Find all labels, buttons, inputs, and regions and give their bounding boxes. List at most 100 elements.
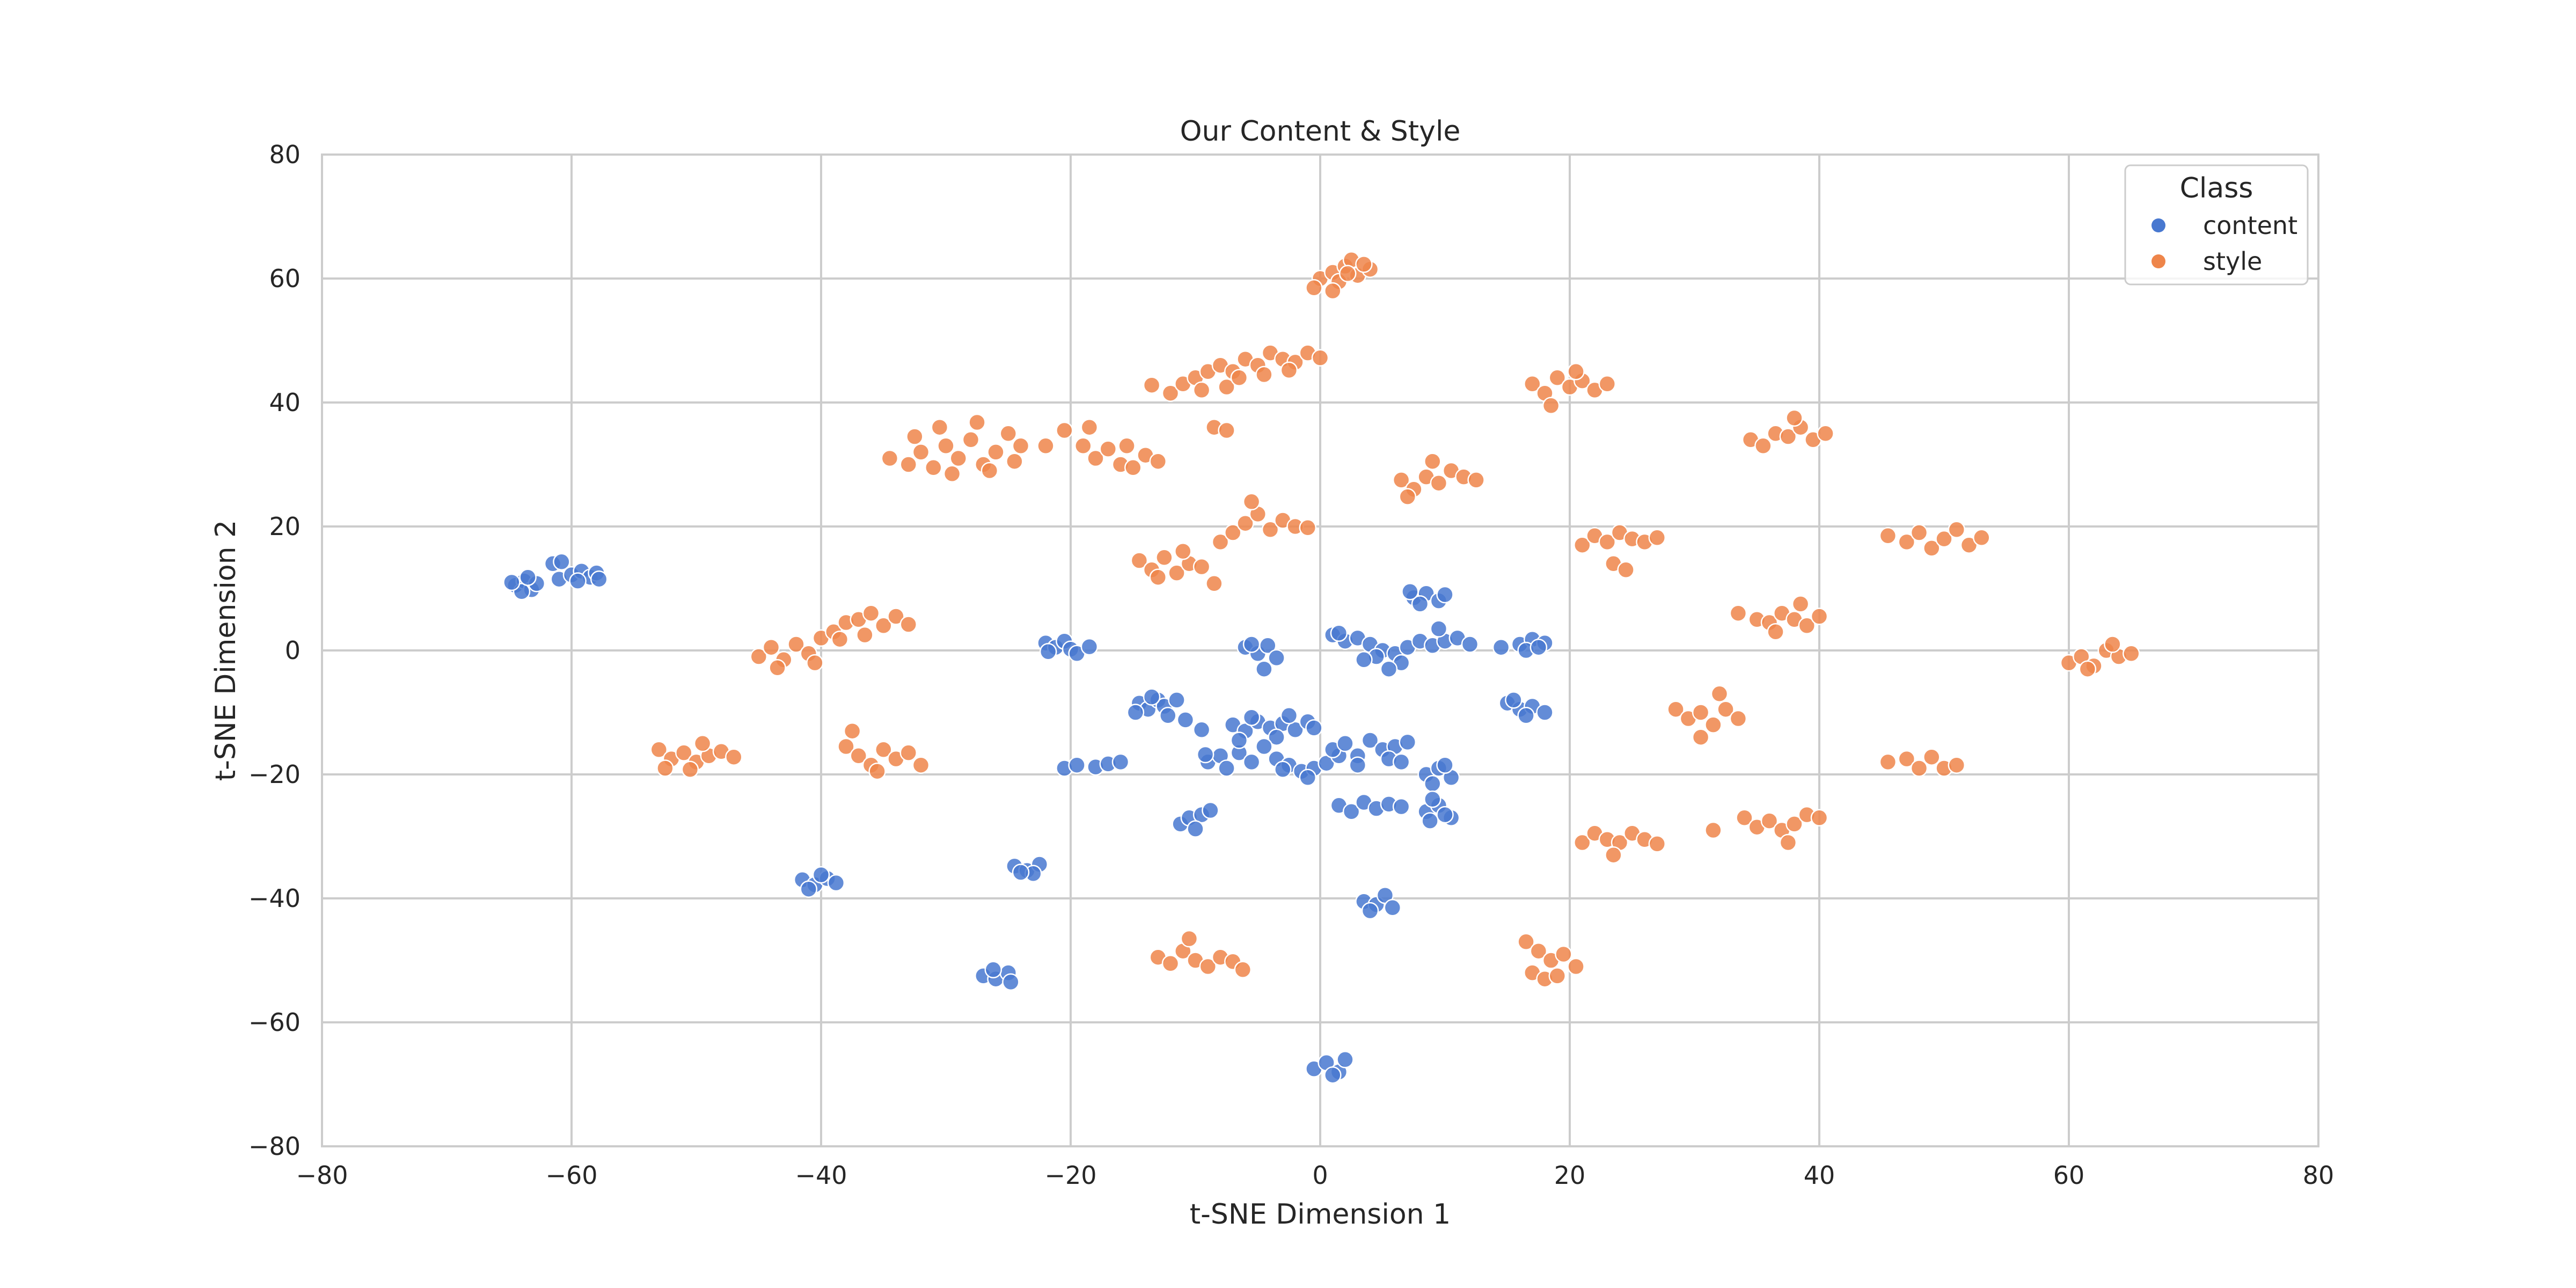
point-content [1255, 737, 1273, 756]
point-content [1187, 820, 1204, 838]
point-style [1785, 815, 1803, 833]
point-style [1717, 700, 1735, 718]
point-style [887, 608, 905, 625]
point-style [1161, 384, 1180, 402]
point-style [1324, 282, 1342, 300]
point-style [1161, 955, 1180, 972]
point-style [1174, 542, 1192, 560]
point-content [1401, 583, 1419, 601]
legend-marker-style [2151, 254, 2165, 268]
point-style [1567, 957, 1585, 976]
point-content [1274, 760, 1292, 779]
point-style [1211, 533, 1230, 551]
point-content [1342, 803, 1360, 821]
point-content [1080, 638, 1099, 656]
point-style [1305, 279, 1323, 297]
point-content [569, 572, 587, 590]
point-content [1529, 638, 1548, 656]
point-style [968, 413, 986, 431]
point-content [1349, 756, 1367, 774]
legend-box [2124, 164, 2309, 286]
point-style [1548, 967, 1567, 985]
point-content [1202, 801, 1219, 819]
point-style [1548, 369, 1567, 387]
point-content [1268, 649, 1285, 667]
point-style [856, 626, 874, 644]
point-style [1261, 521, 1279, 539]
point-style [1692, 728, 1710, 746]
point-content [1286, 721, 1304, 739]
point-style [1118, 437, 1136, 455]
point-style [1074, 437, 1092, 455]
x-tick-label: −20 [1044, 1161, 1096, 1190]
point-style [943, 465, 961, 483]
point-style [1299, 519, 1317, 537]
point-content [1430, 620, 1448, 638]
point-style [2104, 635, 2121, 653]
point-style [1338, 265, 1357, 283]
point-style [650, 741, 668, 759]
y-tick-label: −80 [248, 1132, 301, 1161]
point-content [1002, 973, 1020, 991]
point-style [1948, 756, 1966, 774]
point-style [1399, 488, 1417, 506]
legend-marker-content [2151, 218, 2165, 232]
point-content [1336, 1051, 1354, 1069]
point-style [1648, 529, 1666, 547]
point-style [681, 760, 699, 779]
point-content [1068, 756, 1086, 774]
point-style [1218, 421, 1235, 440]
point-style [1012, 437, 1030, 455]
plot-frame [321, 153, 2319, 1147]
point-style [1692, 704, 1710, 721]
y-tick-label: 40 [269, 388, 301, 417]
point-style [1598, 533, 1616, 551]
point-style [1910, 759, 1928, 777]
x-tick-label: 40 [1804, 1161, 1835, 1190]
point-content [553, 553, 570, 571]
point-content [1392, 797, 1410, 816]
point-style [999, 425, 1018, 443]
point-style [1056, 421, 1073, 440]
point-style [1760, 812, 1779, 830]
point-style [875, 741, 892, 759]
point-style [1910, 524, 1928, 541]
x-tick-label: −40 [795, 1161, 847, 1190]
point-style [675, 744, 693, 762]
point-content [1196, 745, 1214, 764]
point-content [1399, 733, 1417, 751]
point-style [1155, 548, 1173, 567]
x-tick-label: 80 [2303, 1161, 2334, 1190]
point-content [1380, 660, 1398, 678]
point-style [725, 748, 743, 766]
point-style [1280, 361, 1298, 379]
point-style [1168, 564, 1185, 582]
point-style [987, 443, 1005, 461]
point-style [1218, 378, 1235, 396]
point-style [1574, 536, 1591, 554]
point-style [1785, 409, 1803, 427]
point-style [1704, 821, 1722, 839]
point-content [1280, 707, 1298, 724]
point-style [850, 747, 868, 765]
point-style [1517, 933, 1535, 951]
point-style [912, 443, 930, 461]
point-style [806, 654, 824, 672]
point-content [590, 570, 608, 588]
legend-label-style: style [2203, 247, 2262, 276]
point-content [1039, 643, 1057, 661]
point-style [1192, 381, 1211, 399]
point-content [1268, 728, 1285, 746]
y-tick-label: 0 [285, 636, 301, 665]
point-content [1299, 769, 1317, 787]
point-style [1710, 685, 1729, 703]
point-style [1798, 617, 1816, 635]
point-style [1791, 595, 1810, 613]
point-content [1336, 735, 1354, 752]
point-style [1230, 369, 1248, 387]
point-style [1524, 375, 1541, 393]
y-tick-label: −20 [248, 760, 301, 789]
point-content [1517, 707, 1535, 724]
point-style [906, 428, 924, 445]
